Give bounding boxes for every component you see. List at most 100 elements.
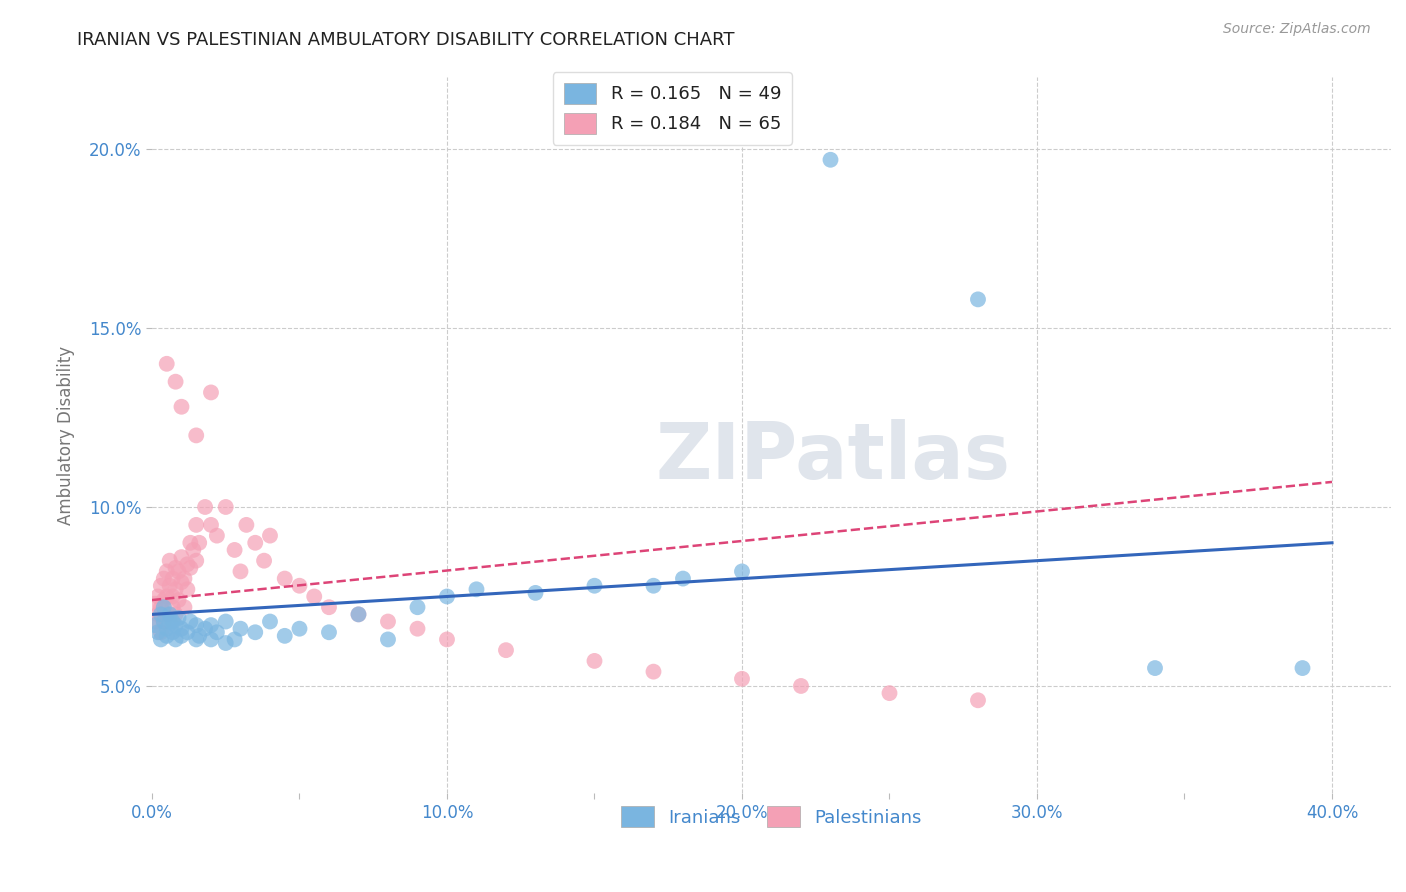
- Point: [181, 543, 204, 558]
- Point: [159, 579, 181, 593]
- Text: Source: ZipAtlas.com: Source: ZipAtlas.com: [1223, 22, 1371, 37]
- Point: [165, 582, 187, 597]
- Point: [274, 629, 297, 643]
- Point: [200, 517, 222, 532]
- Point: [524, 586, 547, 600]
- Point: [162, 600, 184, 615]
- Point: [229, 565, 252, 579]
- Point: [215, 636, 238, 650]
- Point: [149, 607, 172, 622]
- Point: [377, 632, 399, 647]
- Point: [583, 654, 606, 668]
- Point: [245, 535, 267, 549]
- Point: [253, 554, 276, 568]
- Point: [152, 572, 174, 586]
- Y-axis label: Ambulatory Disability: Ambulatory Disability: [58, 346, 75, 525]
- Point: [149, 579, 172, 593]
- Point: [170, 400, 193, 414]
- Point: [143, 615, 166, 629]
- Point: [215, 615, 238, 629]
- Point: [162, 572, 184, 586]
- Point: [188, 535, 211, 549]
- Point: [170, 575, 193, 590]
- Point: [159, 554, 181, 568]
- Point: [152, 600, 174, 615]
- Point: [495, 643, 517, 657]
- Point: [318, 625, 340, 640]
- Point: [167, 565, 190, 579]
- Point: [156, 565, 179, 579]
- Legend: Iranians, Palestinians: Iranians, Palestinians: [614, 799, 929, 834]
- Point: [224, 543, 246, 558]
- Point: [215, 500, 238, 514]
- Point: [176, 558, 198, 572]
- Point: [162, 590, 184, 604]
- Point: [179, 535, 201, 549]
- Point: [146, 625, 169, 640]
- Point: [879, 686, 901, 700]
- Point: [149, 632, 172, 647]
- Point: [436, 590, 458, 604]
- Point: [200, 385, 222, 400]
- Point: [731, 672, 754, 686]
- Point: [167, 593, 190, 607]
- Point: [406, 622, 429, 636]
- Point: [176, 625, 198, 640]
- Point: [302, 590, 325, 604]
- Point: [259, 615, 281, 629]
- Point: [194, 622, 217, 636]
- Point: [186, 618, 208, 632]
- Point: [170, 550, 193, 565]
- Point: [643, 665, 665, 679]
- Point: [274, 572, 297, 586]
- Point: [188, 629, 211, 643]
- Point: [200, 618, 222, 632]
- Point: [347, 607, 370, 622]
- Point: [820, 153, 842, 167]
- Point: [179, 615, 201, 629]
- Point: [165, 561, 187, 575]
- Point: [143, 618, 166, 632]
- Point: [149, 600, 172, 615]
- Point: [179, 561, 201, 575]
- Point: [156, 629, 179, 643]
- Point: [347, 607, 370, 622]
- Point: [165, 375, 187, 389]
- Point: [643, 579, 665, 593]
- Point: [165, 632, 187, 647]
- Point: [1291, 661, 1313, 675]
- Point: [149, 625, 172, 640]
- Point: [143, 597, 166, 611]
- Point: [152, 615, 174, 629]
- Point: [288, 622, 311, 636]
- Point: [205, 528, 228, 542]
- Point: [152, 615, 174, 629]
- Point: [235, 517, 257, 532]
- Point: [186, 428, 208, 442]
- Point: [436, 632, 458, 647]
- Point: [156, 622, 179, 636]
- Point: [186, 517, 208, 532]
- Point: [1143, 661, 1166, 675]
- Point: [377, 615, 399, 629]
- Point: [170, 629, 193, 643]
- Point: [156, 357, 179, 371]
- Point: [165, 618, 187, 632]
- Point: [156, 590, 179, 604]
- Point: [967, 293, 990, 307]
- Point: [731, 565, 754, 579]
- Point: [159, 607, 181, 622]
- Point: [229, 622, 252, 636]
- Point: [288, 579, 311, 593]
- Point: [186, 554, 208, 568]
- Point: [146, 590, 169, 604]
- Point: [159, 615, 181, 629]
- Point: [167, 611, 190, 625]
- Text: IRANIAN VS PALESTINIAN AMBULATORY DISABILITY CORRELATION CHART: IRANIAN VS PALESTINIAN AMBULATORY DISABI…: [77, 31, 735, 49]
- Point: [156, 607, 179, 622]
- Point: [224, 632, 246, 647]
- Point: [318, 600, 340, 615]
- Point: [152, 593, 174, 607]
- Point: [165, 607, 187, 622]
- Point: [672, 572, 695, 586]
